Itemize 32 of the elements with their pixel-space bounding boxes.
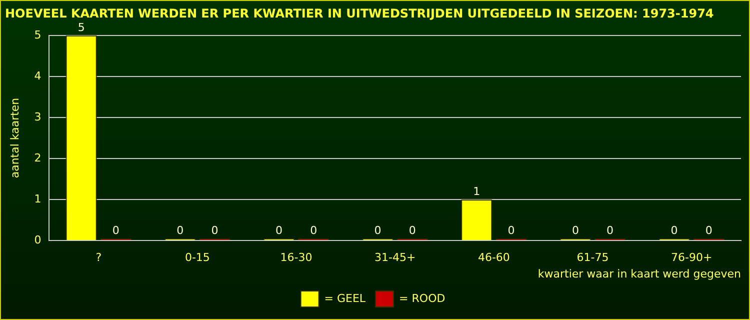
- data-label: 0: [275, 224, 282, 237]
- x-tick-label: 0-15: [184, 251, 210, 264]
- x-tick-label: 61-75: [576, 251, 609, 264]
- data-label: 1: [473, 184, 480, 198]
- x-tick-label: 16-30: [280, 251, 312, 264]
- data-label: 0: [211, 224, 218, 237]
- x-tick-label: ?: [96, 251, 102, 264]
- y-tick-label: 2: [34, 151, 42, 164]
- data-label: 0: [112, 224, 120, 237]
- y-axis-title: aantal kaarten: [8, 98, 22, 178]
- x-axis-title: kwartier waar in kaart werd gegeven: [538, 267, 742, 280]
- data-label: 0: [310, 224, 318, 237]
- x-tick-label: 31-45+: [374, 251, 416, 264]
- y-tick-label: 1: [34, 192, 42, 206]
- y-tick-label: 4: [34, 69, 42, 82]
- data-label: 0: [508, 224, 515, 237]
- chart-title: HOEVEEL KAARTEN WERDEN ER PER KWARTIER IN UITWEDSTRIJDEN UITGEDEELD IN SEIZOEN: 1973-1974: [5, 6, 714, 20]
- data-label: 0: [705, 224, 712, 237]
- legend-label: = GEEL: [324, 292, 366, 305]
- data-label: 5: [78, 20, 85, 34]
- data-label: 0: [176, 224, 184, 237]
- data-label: 0: [374, 224, 382, 237]
- y-tick-label: 3: [34, 110, 42, 124]
- data-label: 0: [606, 224, 614, 237]
- x-tick-label: 76-90+: [670, 251, 712, 264]
- data-label: 0: [670, 224, 678, 237]
- y-tick-label: 5: [34, 28, 42, 42]
- y-tick-label: 0: [34, 233, 42, 246]
- x-tick-label: 46-60: [478, 251, 510, 264]
- legend-label: = ROOD: [399, 292, 446, 305]
- data-label: 0: [572, 224, 579, 237]
- data-label: 0: [408, 224, 416, 237]
